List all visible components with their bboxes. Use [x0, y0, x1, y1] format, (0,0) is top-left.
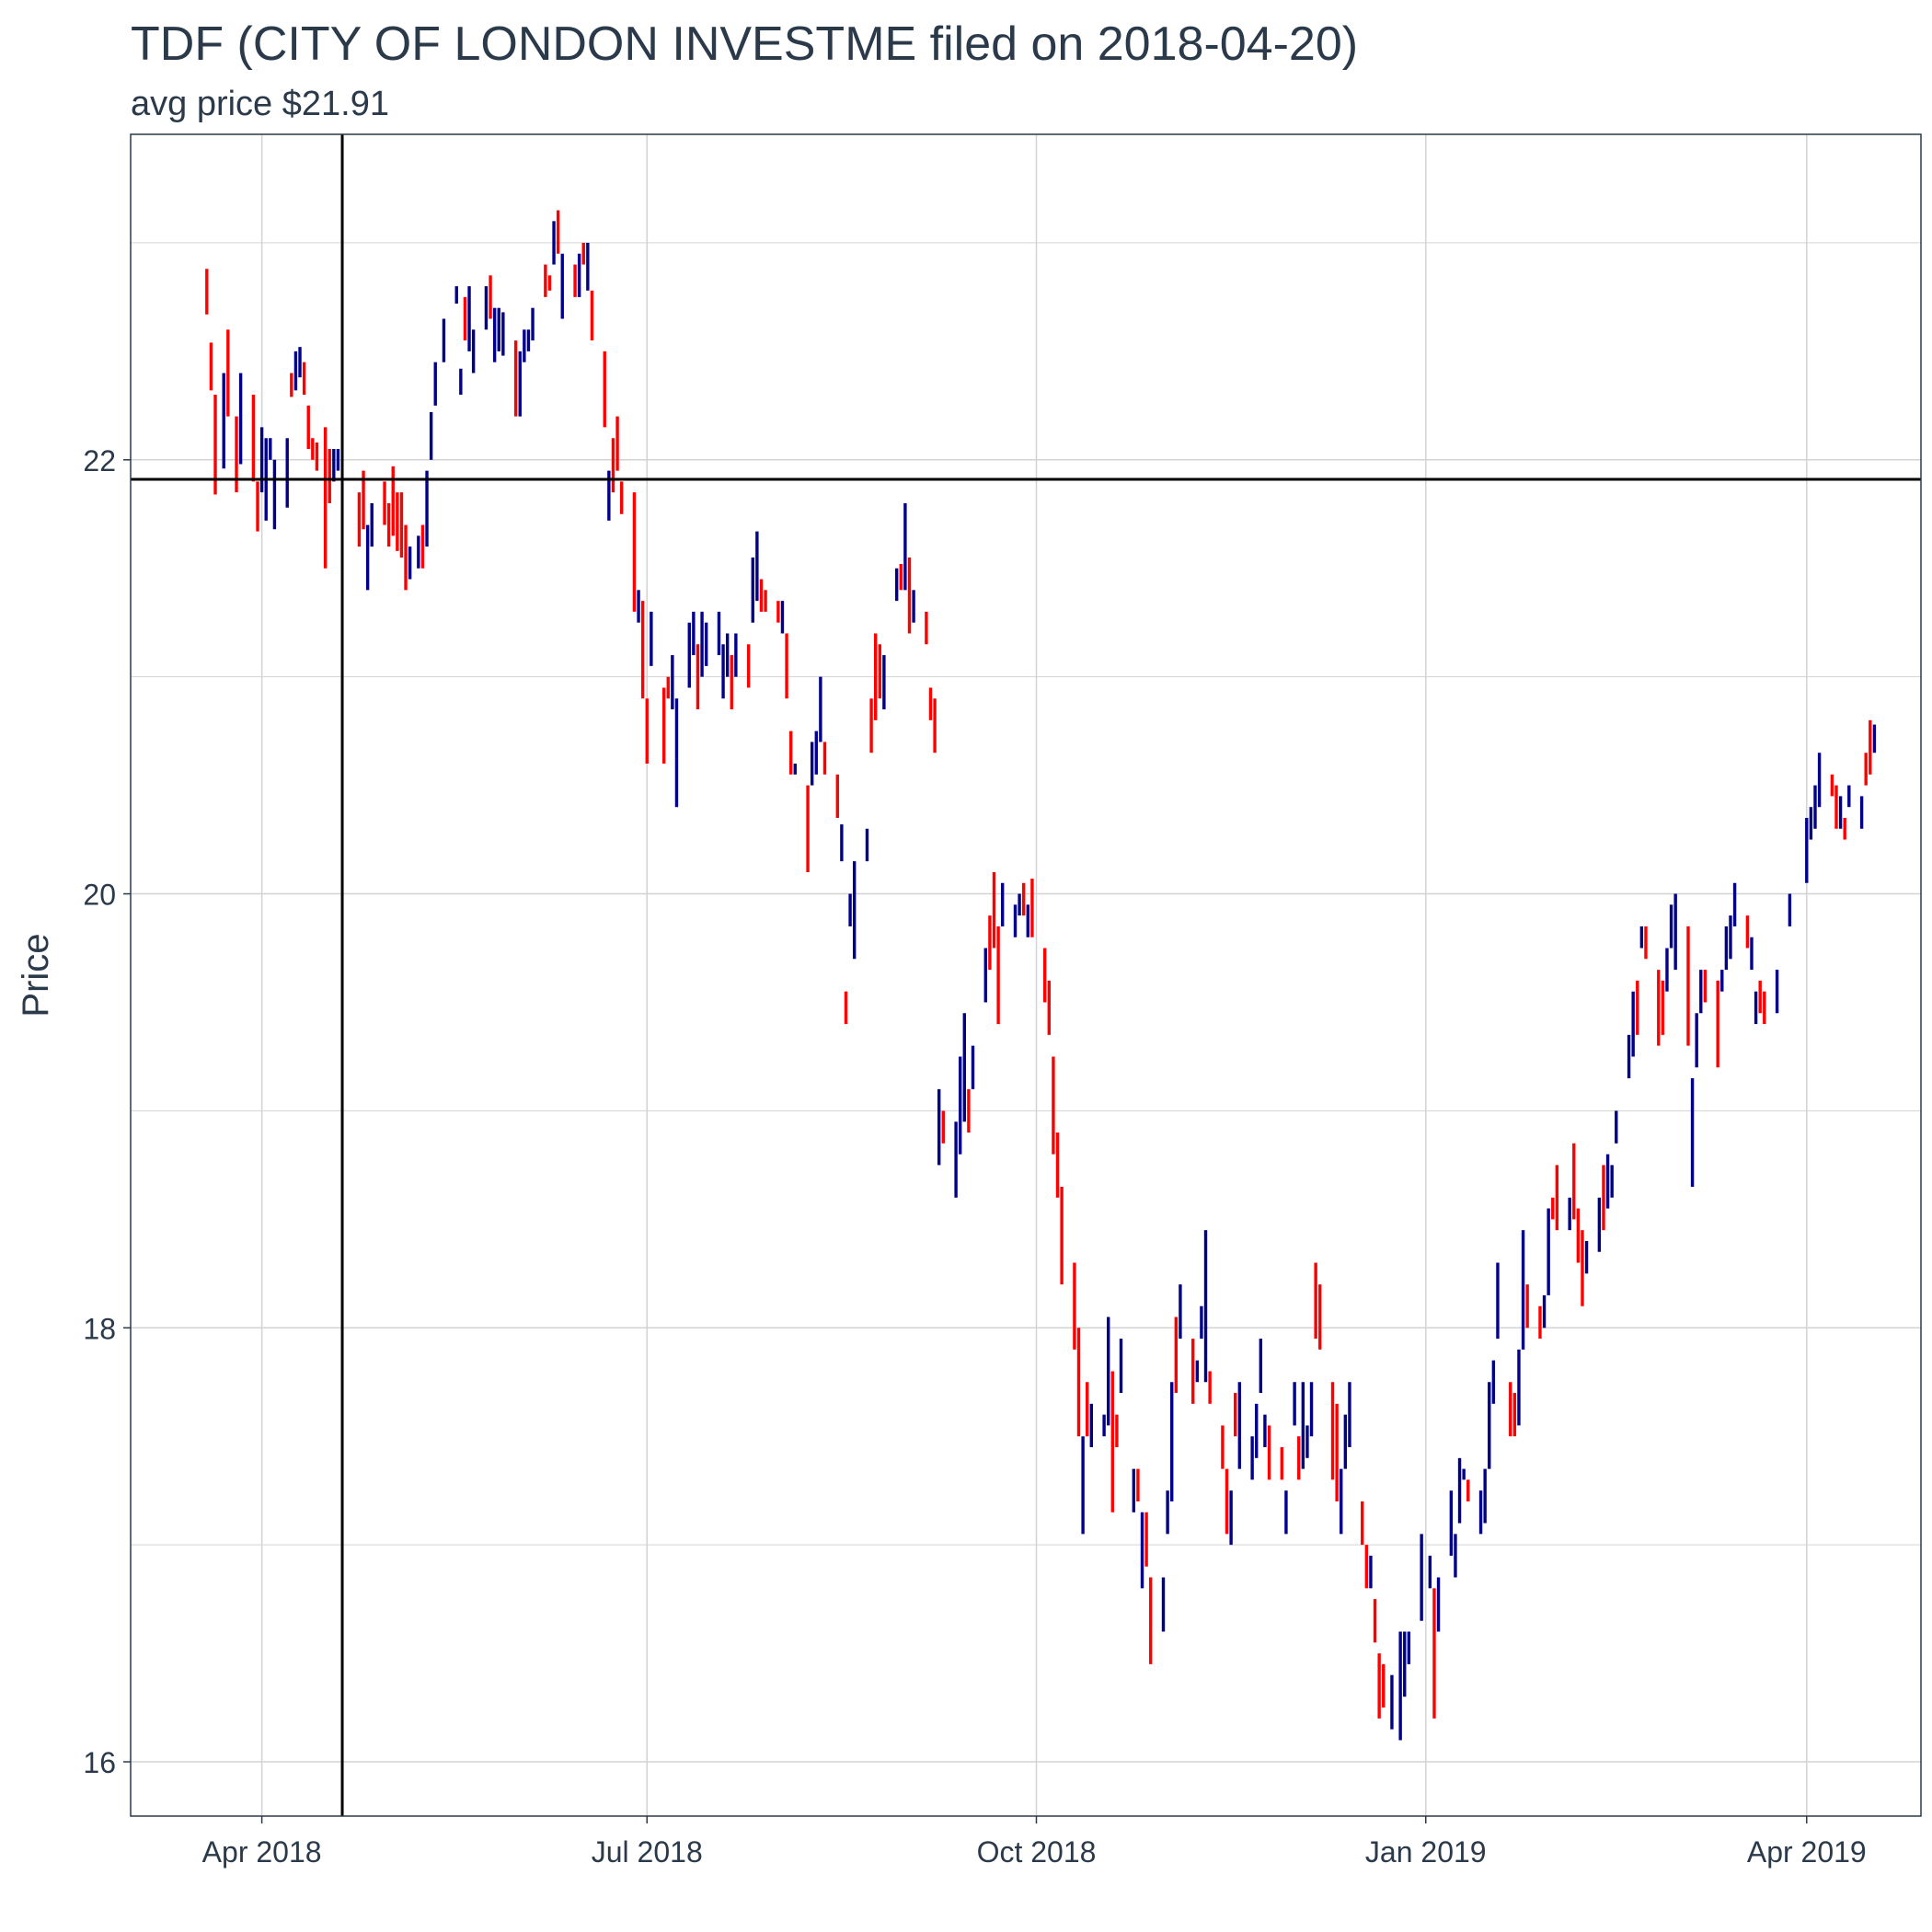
x-tick-label: Oct 2018: [977, 1835, 1097, 1869]
chart-subtitle: avg price $21.91: [131, 85, 389, 123]
x-tick-label: Apr 2018: [202, 1835, 322, 1869]
x-tick-label: Jul 2018: [592, 1835, 703, 1869]
x-tick-label: Apr 2019: [1747, 1835, 1867, 1869]
axis-layer: 16 18 20 22 Apr 2018 Jul 2018 Oct 2018 Jan 2019…: [83, 444, 1866, 1869]
y-axis-label: Price: [16, 933, 56, 1017]
y-tick-label: 18: [83, 1312, 116, 1345]
y-tick-label: 16: [83, 1746, 116, 1779]
chart-title: TDF (CITY OF LONDON INVESTME filed on 20…: [131, 17, 1359, 71]
reference-lines: [131, 134, 1921, 1816]
grid-layer: [131, 134, 1921, 1816]
y-tick-label: 22: [83, 444, 116, 477]
x-tick-label: Jan 2019: [1365, 1835, 1487, 1869]
panel-border: [130, 133, 1922, 1817]
y-tick-label: 20: [83, 879, 116, 912]
ohlc-bars: [205, 210, 1877, 1741]
